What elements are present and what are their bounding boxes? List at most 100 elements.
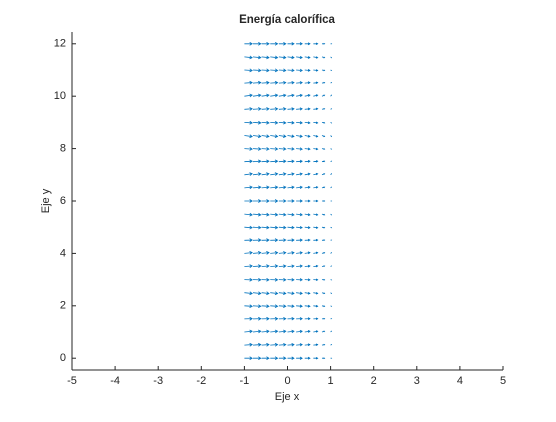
arrow xyxy=(279,330,286,333)
arrow xyxy=(331,174,332,175)
arrow xyxy=(244,213,252,216)
arrow xyxy=(305,186,310,188)
arrow xyxy=(262,343,269,346)
arrow xyxy=(296,148,302,151)
arrow xyxy=(253,94,261,97)
arrow xyxy=(244,292,252,295)
arrow xyxy=(288,252,294,255)
arrow xyxy=(313,56,317,58)
arrow xyxy=(244,265,252,268)
arrow xyxy=(288,265,294,268)
arrow xyxy=(253,81,261,84)
arrow xyxy=(270,239,277,242)
arrow xyxy=(331,83,332,84)
arrow xyxy=(305,200,310,202)
arrow xyxy=(270,357,277,360)
arrow xyxy=(244,81,252,84)
arrow xyxy=(262,251,269,254)
arrow xyxy=(279,251,286,254)
arrow xyxy=(313,227,317,229)
arrow xyxy=(288,226,294,229)
arrow xyxy=(313,318,317,320)
arrow xyxy=(279,265,286,268)
arrow xyxy=(288,330,294,333)
arrow xyxy=(331,331,332,332)
arrow xyxy=(262,305,269,308)
arrow xyxy=(305,94,310,96)
arrow xyxy=(296,173,302,176)
x-tick-label: 4 xyxy=(457,375,463,387)
arrow xyxy=(313,239,317,241)
arrow xyxy=(270,147,277,150)
arrow xyxy=(270,56,277,59)
arrow xyxy=(305,69,310,71)
arrow xyxy=(244,160,252,163)
arrow xyxy=(288,173,294,176)
arrow xyxy=(305,318,310,320)
arrow xyxy=(244,357,252,360)
arrow xyxy=(331,149,332,150)
arrow xyxy=(253,147,261,150)
arrow xyxy=(244,186,252,189)
arrow xyxy=(279,135,286,138)
arrow xyxy=(288,200,294,203)
arrow xyxy=(296,292,302,295)
arrow xyxy=(313,265,317,267)
y-tick-label: 4 xyxy=(60,247,66,259)
arrow xyxy=(253,56,261,59)
arrow xyxy=(296,279,302,282)
arrow xyxy=(331,122,332,123)
arrow xyxy=(313,95,317,97)
x-tick-label: -5 xyxy=(67,375,77,387)
arrow xyxy=(322,43,325,44)
arrow xyxy=(305,265,310,267)
arrow xyxy=(279,278,286,281)
arrow xyxy=(288,305,294,308)
arrow xyxy=(322,122,325,123)
arrow xyxy=(313,344,317,346)
arrow xyxy=(305,279,310,281)
arrow xyxy=(270,81,277,84)
x-tick-label: 3 xyxy=(414,375,420,387)
arrow xyxy=(253,200,261,203)
arrow xyxy=(322,240,325,241)
arrow xyxy=(305,357,310,359)
arrow xyxy=(322,161,325,162)
arrow xyxy=(322,187,325,188)
arrow xyxy=(322,95,325,96)
arrow xyxy=(270,160,277,163)
arrow xyxy=(244,147,252,150)
arrow xyxy=(270,251,277,254)
arrow xyxy=(331,306,332,307)
arrow xyxy=(270,42,277,45)
arrow xyxy=(253,135,261,138)
arrow xyxy=(279,213,286,216)
arrow xyxy=(270,94,277,97)
arrow xyxy=(279,357,286,360)
y-tick-label: 10 xyxy=(54,90,66,102)
arrow xyxy=(288,94,294,97)
arrow xyxy=(253,160,261,163)
arrow xyxy=(313,252,317,254)
arrow xyxy=(288,108,294,111)
arrow xyxy=(296,317,302,320)
arrow xyxy=(305,56,310,58)
arrow xyxy=(279,147,286,150)
arrow xyxy=(331,95,332,96)
arrow xyxy=(296,330,302,333)
arrow xyxy=(313,331,317,333)
arrow xyxy=(313,108,317,110)
arrow xyxy=(313,305,317,307)
arrow xyxy=(253,305,261,308)
arrow xyxy=(305,252,310,254)
arrow xyxy=(270,343,277,346)
arrow xyxy=(270,173,277,176)
arrow xyxy=(279,173,286,176)
arrow xyxy=(262,213,269,216)
arrow xyxy=(331,135,332,136)
arrow xyxy=(253,317,261,320)
arrow xyxy=(244,94,252,97)
arrow xyxy=(279,94,286,97)
arrow xyxy=(322,57,325,58)
arrow xyxy=(244,305,252,308)
